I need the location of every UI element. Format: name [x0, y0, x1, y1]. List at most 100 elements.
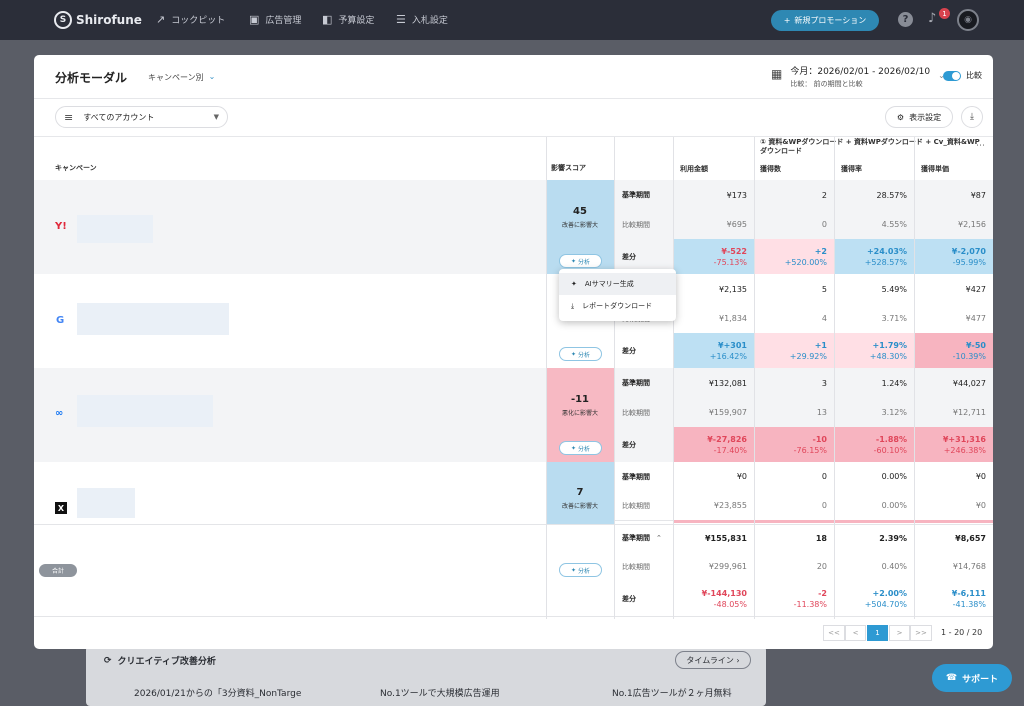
metric-cell: ¥23,855	[673, 491, 754, 520]
menu-item-report-download[interactable]: ⤓ レポートダウンロード	[559, 295, 676, 317]
metric-value: 4.55%	[881, 220, 907, 229]
metric-cell: ¥695	[673, 210, 754, 239]
metric-value: 2.39%	[879, 533, 907, 543]
diff-percent: -75.13%	[713, 257, 747, 267]
header-cpa: 獲得単価	[921, 165, 949, 173]
page-last-button[interactable]: >>	[910, 625, 932, 641]
chevron-up-icon[interactable]: ⌃	[656, 534, 662, 542]
metric-cell: +24.03% +528.57%	[834, 239, 914, 274]
top-nav: S Shirofune ↗ コックピット ▣ 広告管理 ◧ 予算設定 ☰ 入札設定 + 新規…	[0, 0, 1024, 40]
display-settings-button[interactable]: ⚙ 表示設定	[885, 106, 953, 128]
support-button[interactable]: ☎ サポート	[932, 664, 1012, 692]
nav-item-ads[interactable]: ▣ 広告管理	[249, 13, 301, 26]
nav-item-budget[interactable]: ◧ 予算設定	[322, 13, 374, 26]
metric-cell: ¥132,081	[673, 368, 754, 398]
brand-logo[interactable]: S Shirofune	[54, 11, 142, 29]
diff-value: +2	[814, 246, 827, 256]
period-selector[interactable]: ▦ 今月：2026/02/01 - 2026/02/10 比較： 前の期間と比較 …	[771, 64, 945, 89]
diff-percent: +528.57%	[864, 257, 907, 267]
metric-cell: 4.55%	[834, 210, 914, 239]
period-main: 今月：2026/02/01 - 2026/02/10	[790, 67, 931, 77]
metric-cell: +2.00% +504.70%	[834, 581, 914, 616]
metric-cell: 20	[754, 552, 834, 581]
diff-percent: -76.15%	[793, 445, 827, 455]
period-sub: 比較： 前の期間と比較	[790, 80, 863, 88]
table-bottom-divider	[34, 616, 993, 617]
compare-toggle[interactable]	[943, 70, 961, 81]
diff-value: ¥-2,070	[951, 246, 986, 256]
analyze-button[interactable]: ✦ 分析	[559, 347, 602, 361]
metric-value: 0	[821, 501, 827, 510]
diff-value: ¥-522	[721, 246, 747, 256]
campaign-name-blurred[interactable]	[77, 215, 153, 243]
impact-score-cell: 7 改善に影響大	[546, 462, 614, 524]
metric-value: 5	[821, 284, 827, 294]
sparkle-icon: ✦	[570, 257, 576, 265]
diff-percent: -10.39%	[952, 351, 986, 361]
metric-value: 2	[821, 190, 827, 200]
analyze-context-menu: ✦ AIサマリー生成 ⤓ レポートダウンロード	[559, 269, 676, 321]
metric-value: ¥159,907	[708, 408, 747, 417]
background-card	[86, 646, 766, 706]
metric-cell: ¥427	[914, 274, 993, 304]
more-icon[interactable]: ⋯	[976, 141, 985, 151]
logo-icon: S	[54, 11, 72, 29]
metric-value: ¥2,156	[958, 220, 986, 229]
campaign-name-blurred[interactable]	[77, 303, 229, 335]
menu-icon: ≡	[64, 110, 74, 124]
diff-value: ¥-6,111	[951, 588, 986, 598]
nav-label: 広告管理	[265, 16, 302, 26]
metric-value: ¥299,961	[708, 562, 747, 571]
metric-cell: ¥44,027	[914, 368, 993, 398]
metric-cell: -2 -11.38%	[754, 581, 834, 616]
diff-percent: -48.05%	[713, 599, 747, 609]
diff-value: +1.79%	[872, 340, 907, 350]
metric-cell: ¥87	[914, 180, 993, 210]
header-score: 影響スコア	[551, 164, 586, 172]
row-label-diff: 差分	[614, 239, 673, 274]
metric-value: 13	[816, 408, 827, 417]
campaign-name-blurred[interactable]	[77, 395, 213, 427]
sparkle-icon: ✦	[570, 350, 576, 358]
background-text: No.1ツールで大規模広告運用	[380, 689, 500, 699]
plus-icon: +	[783, 16, 791, 25]
page-next-button[interactable]: >	[889, 625, 910, 641]
metric-cell: ¥155,831	[673, 524, 754, 552]
metric-cell: 2	[754, 180, 834, 210]
metric-cell: ¥0	[914, 462, 993, 491]
diff-value: -1.88%	[875, 434, 907, 444]
campaign-name-blurred[interactable]	[77, 488, 135, 518]
group-by-label: キャンペーン別	[148, 73, 204, 82]
header-cost: 利用金額	[680, 165, 708, 173]
bell-icon[interactable]: ♪	[928, 11, 937, 26]
menu-item-ai-summary[interactable]: ✦ AIサマリー生成	[559, 273, 676, 295]
diff-percent: +48.30%	[869, 351, 907, 361]
nav-item-bidding[interactable]: ☰ 入札設定	[396, 13, 448, 26]
chevron-down-icon: ⌄	[208, 72, 216, 81]
nav-item-cockpit[interactable]: ↗ コックピット	[156, 13, 225, 26]
metric-cell: 3.12%	[834, 398, 914, 427]
analyze-button[interactable]: ✦ 分析	[559, 563, 602, 577]
page-first-button[interactable]: <<	[823, 625, 845, 641]
metric-value: ¥0	[736, 472, 747, 481]
metric-value: 4	[821, 314, 827, 323]
analyze-button[interactable]: ✦ 分析	[559, 441, 602, 455]
metric-value: ¥87	[970, 190, 986, 200]
page-1-button[interactable]: 1	[867, 625, 888, 641]
diff-value: +24.03%	[866, 246, 907, 256]
page-prev-button[interactable]: <	[845, 625, 866, 641]
help-icon[interactable]: ?	[898, 12, 913, 27]
chart-line-icon: ↗	[156, 13, 166, 26]
analyze-button[interactable]: ✦ 分析	[559, 254, 602, 268]
download-icon[interactable]: ⤓	[961, 106, 983, 128]
avatar[interactable]: ◉	[957, 9, 979, 31]
diff-percent: +16.42%	[709, 351, 747, 361]
timeline-button[interactable]: タイムライン ›	[675, 651, 751, 669]
header-conversions: 獲得数	[760, 165, 781, 173]
header-conversion-group: ① 資料&WPダウンロード + 資料WPダウンロード + Cv_資料&WPダウン…	[760, 138, 980, 155]
metric-cell: ¥-522 -75.13%	[673, 239, 754, 274]
account-select[interactable]: ≡ すべてのアカウント ▼	[55, 106, 228, 128]
metric-value: 0	[821, 220, 827, 229]
group-by-select[interactable]: キャンペーン別 ⌄	[148, 72, 215, 83]
new-promotion-button[interactable]: + 新規プロモーション	[771, 10, 879, 31]
